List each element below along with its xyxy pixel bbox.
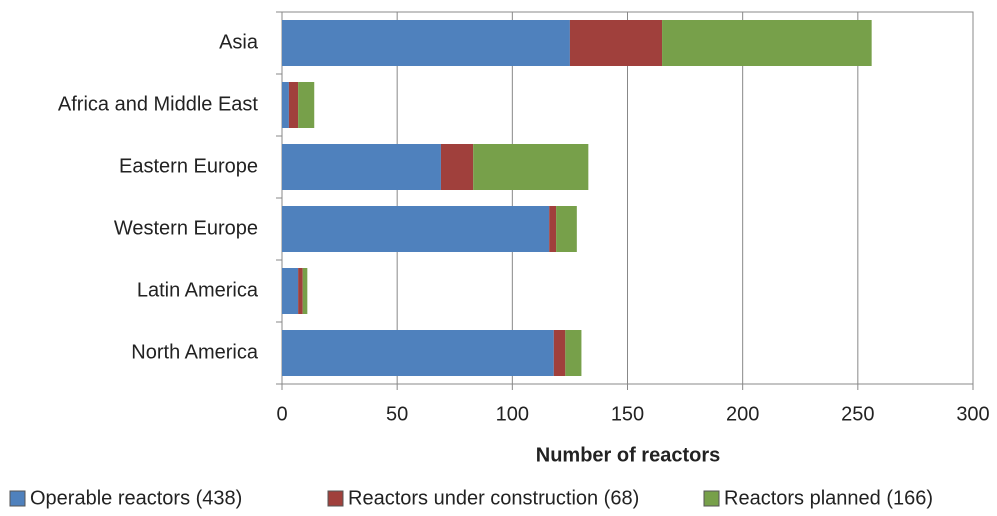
y-tick-label: Western Europe bbox=[114, 217, 258, 239]
bar-segment bbox=[282, 206, 550, 252]
y-tick-label: North America bbox=[131, 341, 259, 363]
bar-segment bbox=[288, 82, 299, 128]
bar-segment bbox=[553, 330, 566, 376]
bar-segment bbox=[569, 20, 663, 66]
x-tick-label: 100 bbox=[496, 403, 529, 425]
x-tick-label: 50 bbox=[386, 403, 408, 425]
bar-segment bbox=[282, 330, 554, 376]
x-tick-label: 0 bbox=[276, 403, 287, 425]
bar-segment bbox=[282, 20, 570, 66]
y-tick-label: Africa and Middle East bbox=[58, 93, 259, 115]
x-tick-label: 250 bbox=[841, 403, 874, 425]
legend-swatch bbox=[9, 490, 26, 507]
legend-label: Reactors under construction (68) bbox=[348, 487, 639, 509]
bar-segment bbox=[282, 268, 299, 314]
x-axis-label: Number of reactors bbox=[536, 444, 721, 466]
bar-segment bbox=[565, 330, 582, 376]
bar-segment bbox=[549, 206, 557, 252]
bar-segment bbox=[298, 268, 303, 314]
legend-label: Reactors planned (166) bbox=[724, 487, 933, 509]
bar-segment bbox=[282, 144, 441, 190]
legend-label: Operable reactors (438) bbox=[30, 487, 242, 509]
y-tick-label: Latin America bbox=[137, 279, 259, 301]
bar-segment bbox=[298, 82, 315, 128]
bar-segment bbox=[440, 144, 474, 190]
y-tick-label: Asia bbox=[219, 31, 259, 53]
bar-segment bbox=[302, 268, 308, 314]
bar-segment bbox=[282, 82, 289, 128]
bar-segment bbox=[556, 206, 577, 252]
x-tick-label: 200 bbox=[726, 403, 759, 425]
bar-segment bbox=[473, 144, 589, 190]
bar-segment bbox=[662, 20, 872, 66]
x-tick-label: 150 bbox=[611, 403, 644, 425]
y-tick-label: Eastern Europe bbox=[119, 155, 258, 177]
legend-swatch bbox=[703, 490, 720, 507]
legend-swatch bbox=[327, 490, 344, 507]
x-tick-label: 300 bbox=[956, 403, 989, 425]
